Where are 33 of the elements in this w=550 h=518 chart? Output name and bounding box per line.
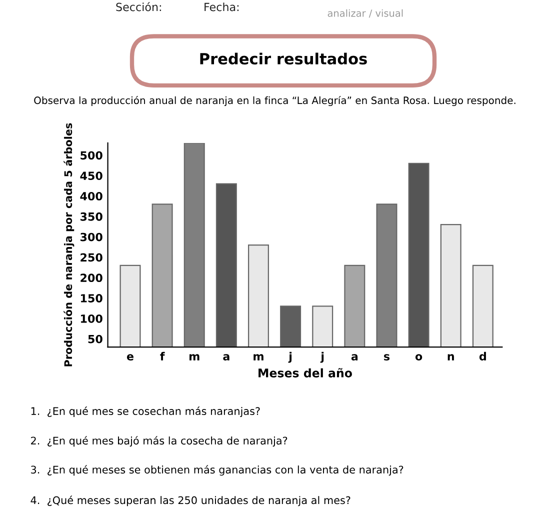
- x-tick-label: o: [415, 354, 422, 361]
- y-tick-label: 450: [80, 172, 102, 180]
- y-tick-label: 500: [80, 151, 102, 160]
- x-tick-label: s: [384, 354, 390, 361]
- text: Fecha:: [204, 2, 239, 12]
- text: 3. ¿En qué meses se obtienen más ganancias con la venta de naranja?: [31, 465, 404, 476]
- x-tick-label: m: [189, 354, 200, 360]
- y-tick-label: 150: [81, 294, 102, 302]
- y-tick-label: 50: [88, 334, 102, 344]
- text: 2. ¿En qué mes bajó más la cosecha de naranja?: [31, 436, 288, 447]
- x-tick-label: n: [448, 354, 454, 360]
- x-axis-title: Meses del año: [258, 368, 352, 378]
- y-tick-label: 200: [80, 274, 102, 282]
- x-tick-label: f: [160, 352, 165, 360]
- text: analizar / visual: [328, 9, 403, 18]
- chart-subtitle: Observa la producción anual de naranja en la finca “La Alegría” en Santa Rosa. Luego responde.: [34, 96, 516, 106]
- y-tick-label: 250: [80, 253, 102, 262]
- x-tick-label: d: [479, 352, 486, 361]
- text: Sección:: [116, 2, 161, 12]
- chart-title: Predecir resultados: [200, 52, 367, 65]
- x-tick-label: a: [223, 354, 230, 361]
- y-tick-label: 400: [80, 192, 102, 200]
- text: 4. ¿Qué meses superan las 250 unidades de naranja al mes?: [30, 496, 350, 506]
- y-tick-label: 100: [81, 314, 102, 323]
- x-tick-label: j: [320, 352, 324, 363]
- x-tick-label: j: [288, 352, 292, 363]
- x-tick-label: e: [126, 354, 134, 361]
- y-tick-label: 350: [80, 212, 102, 221]
- y-tick-label: 300: [80, 232, 102, 242]
- y-axis-title: Producción de naranja por cada 5 árboles: [64, 123, 74, 366]
- text: 1. ¿En qué mes se cosechan más naranjas?: [31, 406, 260, 418]
- x-tick-label: a: [351, 354, 358, 361]
- x-tick-label: m: [254, 354, 264, 360]
